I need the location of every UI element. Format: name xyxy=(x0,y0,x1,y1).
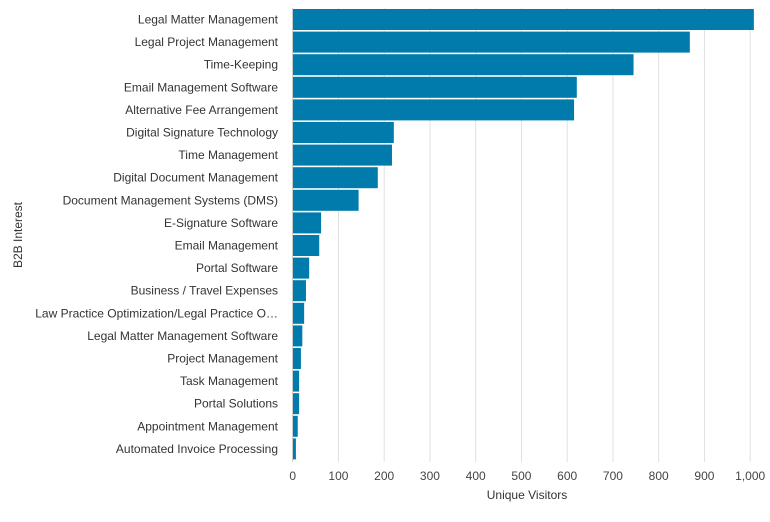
x-tick-label: 0 xyxy=(289,469,296,483)
category-label: Alternative Fee Arrangement xyxy=(125,103,278,117)
category-label: Digital Signature Technology xyxy=(126,126,278,140)
category-label: E-Signature Software xyxy=(164,216,278,230)
category-label: Portal Software xyxy=(196,261,278,275)
category-labels: Legal Matter Management Legal Project Man… xyxy=(35,13,278,456)
bar[interactable] xyxy=(292,393,300,415)
bar[interactable] xyxy=(292,235,320,256)
bar[interactable] xyxy=(292,99,575,121)
x-tick-label: 400 xyxy=(466,469,486,483)
bar[interactable] xyxy=(292,167,378,189)
bar[interactable] xyxy=(292,257,310,279)
category-label: Automated Invoice Processing xyxy=(116,442,278,456)
x-tick-label: 100 xyxy=(328,469,348,483)
category-label: Law Practice Optimization/Legal Practice… xyxy=(35,306,278,320)
bars xyxy=(292,9,754,460)
category-label: Legal Matter Management Software xyxy=(87,329,278,343)
category-label: Appointment Management xyxy=(137,419,278,433)
x-tick-label: 500 xyxy=(511,469,531,483)
category-label: Time Management xyxy=(178,148,278,162)
category-label: Business / Travel Expenses xyxy=(131,284,278,298)
bar[interactable] xyxy=(292,415,298,437)
category-label: Digital Document Management xyxy=(113,171,278,185)
bar[interactable] xyxy=(292,189,359,211)
bar[interactable] xyxy=(292,54,634,76)
bar[interactable] xyxy=(292,122,394,143)
y-axis-label: B2B Interest xyxy=(11,201,25,268)
gridlines xyxy=(337,8,751,462)
x-tick-label: 700 xyxy=(603,469,623,483)
category-label: Email Management xyxy=(175,239,279,253)
x-tick-labels: 0 100 200 300 400 500 600 700 800 900 1,000 xyxy=(289,469,765,483)
bar[interactable] xyxy=(292,325,303,347)
bar[interactable] xyxy=(292,438,296,460)
x-tick-label: 200 xyxy=(374,469,394,483)
category-label: Legal Matter Management xyxy=(138,13,279,27)
x-tick-label: 900 xyxy=(694,469,714,483)
bar[interactable] xyxy=(292,302,305,324)
x-tick-label: 1,000 xyxy=(735,469,765,483)
category-label: Portal Solutions xyxy=(194,397,278,411)
category-label: Project Management xyxy=(167,352,278,366)
bar[interactable] xyxy=(292,212,322,234)
bar[interactable] xyxy=(292,348,301,369)
bar[interactable] xyxy=(292,144,392,166)
x-tick-label: 600 xyxy=(557,469,577,483)
category-label: Time-Keeping xyxy=(204,58,278,72)
bar[interactable] xyxy=(292,280,306,302)
bar[interactable] xyxy=(292,370,300,392)
bar[interactable] xyxy=(292,76,577,98)
bar[interactable] xyxy=(292,31,690,53)
x-tick-label: 300 xyxy=(420,469,440,483)
bar[interactable] xyxy=(292,9,754,30)
category-label: Document Management Systems (DMS) xyxy=(63,193,278,207)
category-label: Legal Project Management xyxy=(135,35,279,49)
category-label: Task Management xyxy=(180,374,279,388)
x-tick-label: 800 xyxy=(649,469,669,483)
category-label: Email Management Software xyxy=(124,80,278,94)
x-axis-label: Unique Visitors xyxy=(487,488,567,502)
